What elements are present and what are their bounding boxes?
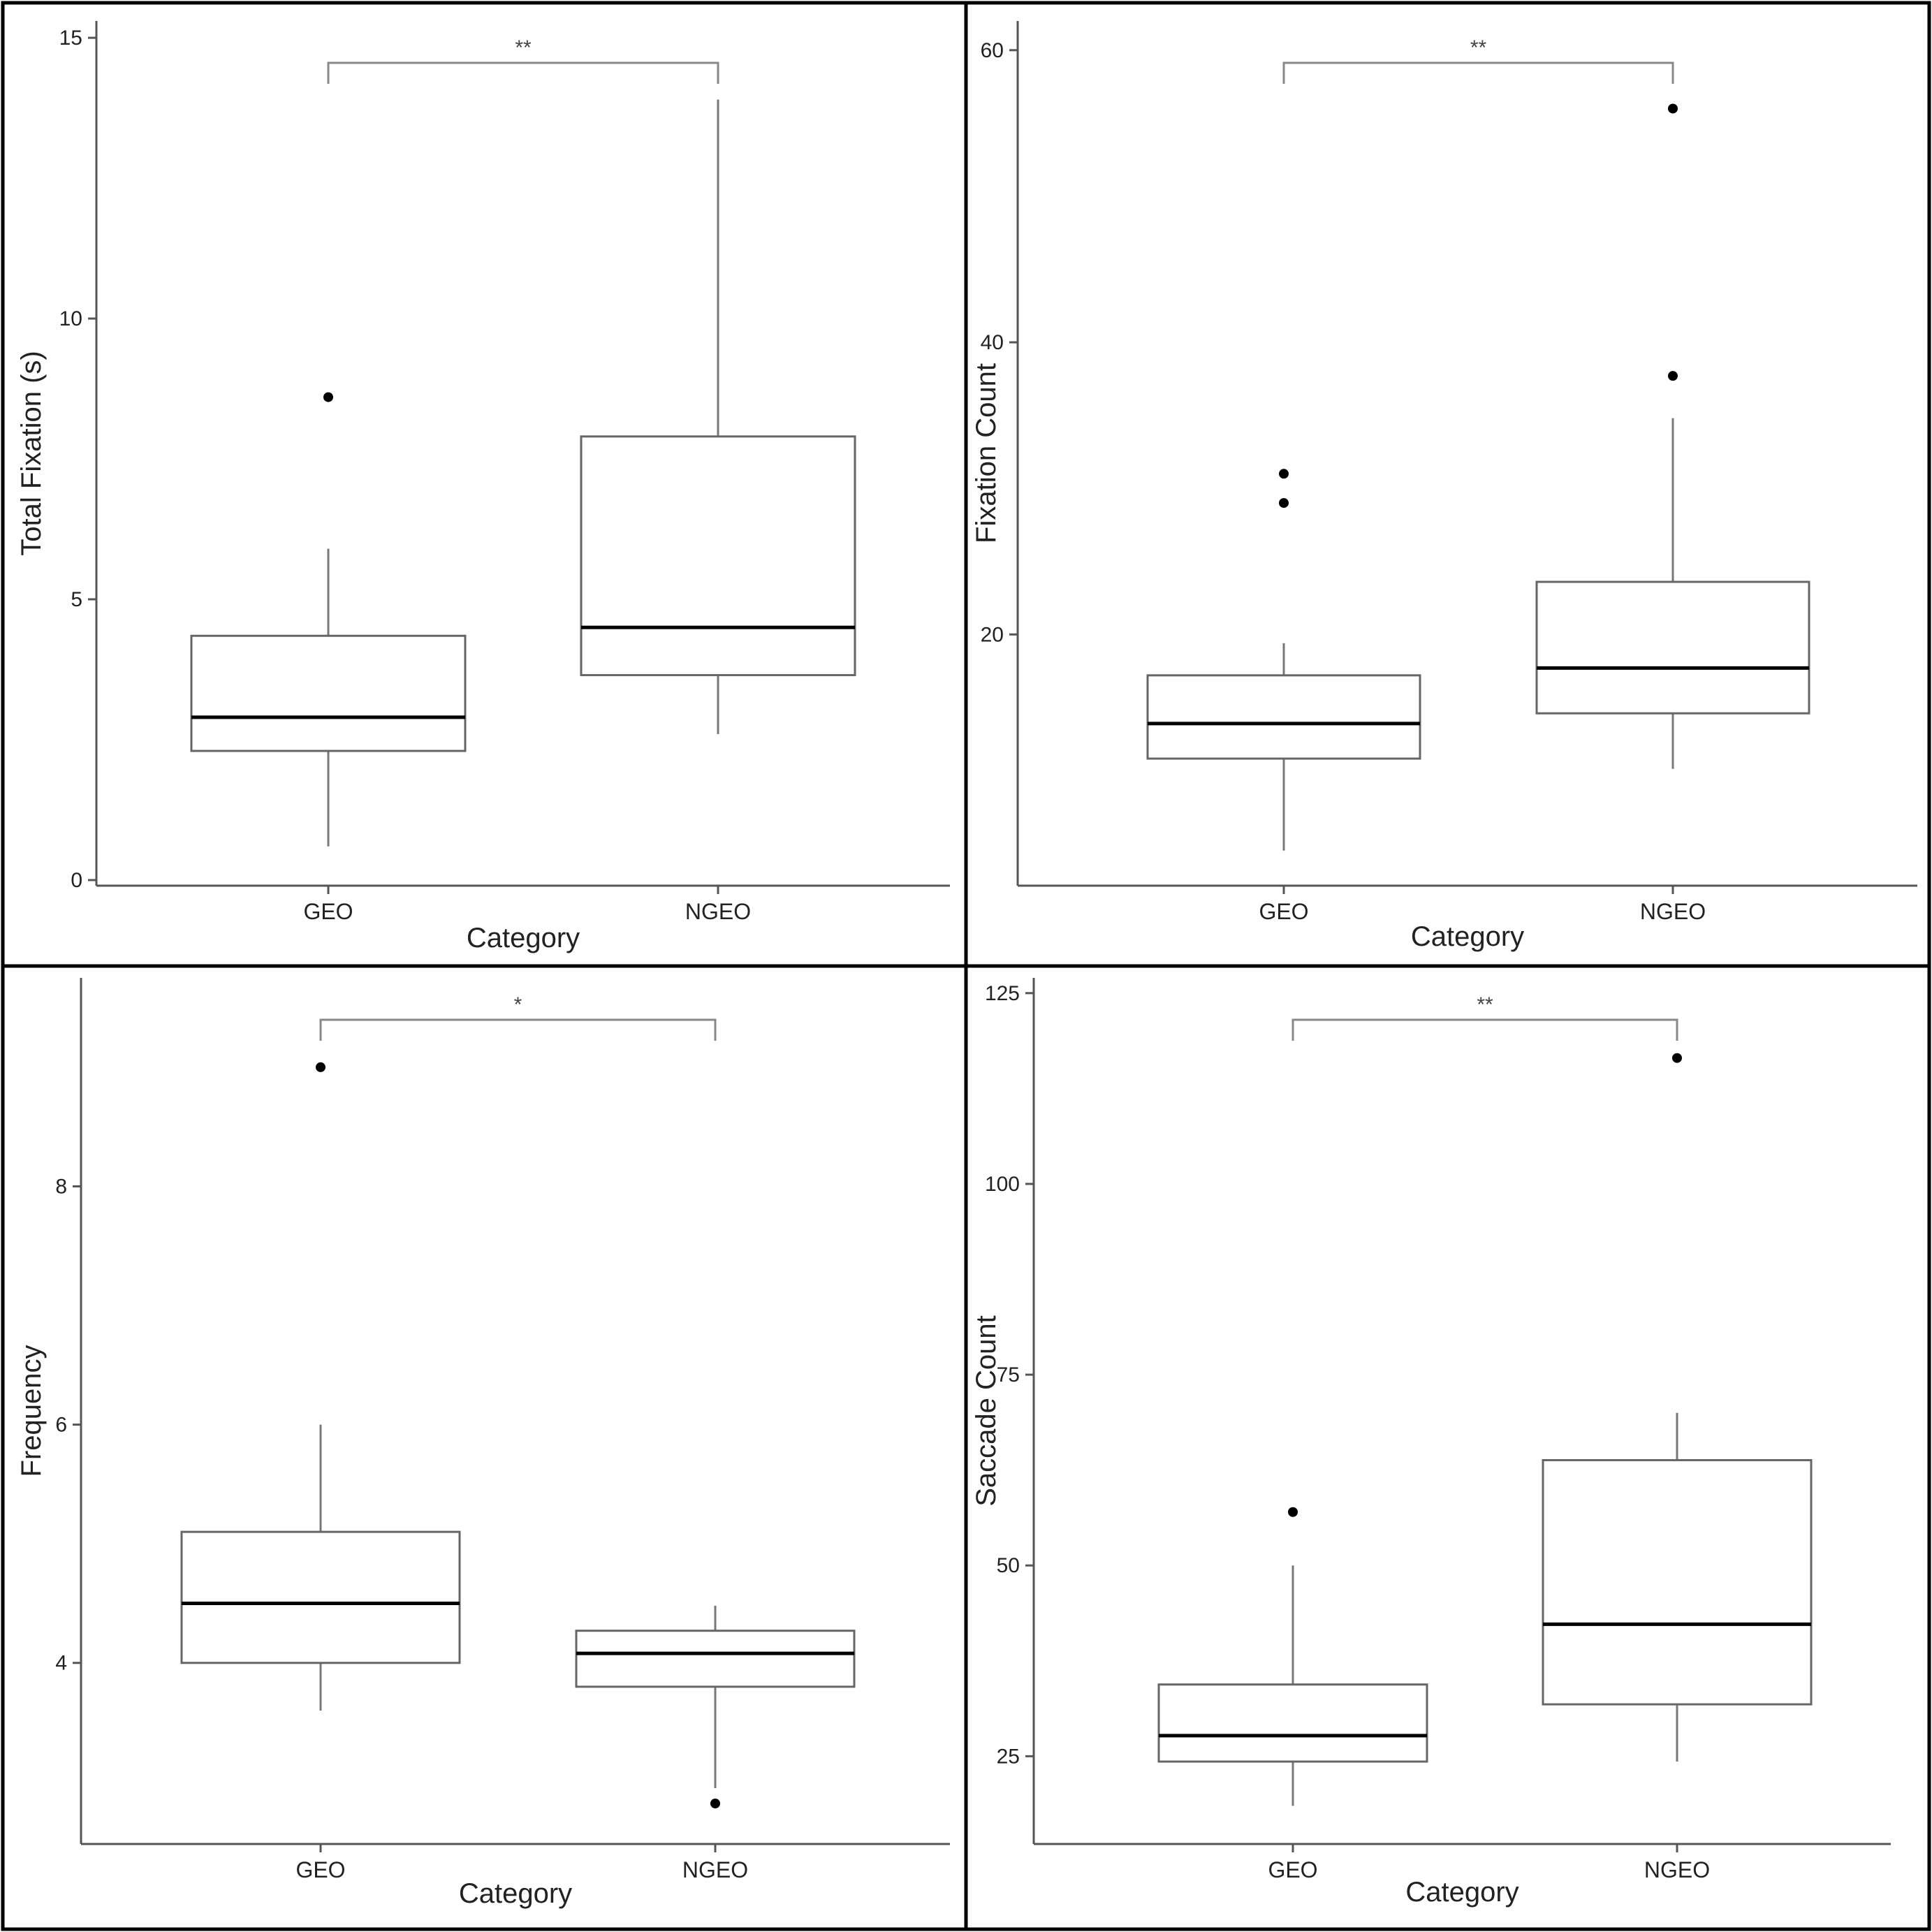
outlier-point [1668,371,1678,381]
x-tick-label: NGEO [682,1857,748,1882]
y-tick-label: 20 [981,623,1004,646]
x-tick-label: GEO [1259,899,1308,924]
outlier-point [710,1799,720,1809]
outlier-point [1288,1507,1298,1517]
y-tick-label: 0 [71,869,82,892]
box-iqr [575,1630,856,1688]
x-tick-label: NGEO [1644,1857,1710,1882]
box-iqr [580,435,856,677]
box-geo [1157,1507,1428,1806]
box-iqr [190,634,467,752]
x-tick-label: NGEO [685,899,751,924]
outlier-point [1279,469,1289,479]
y-tick-label: 50 [997,1554,1020,1577]
y-axis-title: Total Fixation (s) [16,351,47,555]
x-tick-label: GEO [295,1857,345,1882]
panels: 0 5 10 15 GEO NGEO Category Total Fixation (s) *… [16,21,1917,1909]
significance-bracket [319,1018,717,1041]
panel-3: 4 6 8 GEO NGEO Category Frequency * [16,978,950,1909]
y-tick-label: 125 [985,982,1020,1005]
box-iqr [1146,674,1421,760]
significance-bracket [1282,61,1674,84]
box-iqr [180,1530,461,1664]
box-ngeo [575,1605,856,1809]
x-axis-title: Category [1405,1877,1518,1908]
panel-1: 0 5 10 15 GEO NGEO Category Total Fixation (s) *… [16,21,950,953]
x-axis-title: Category [1411,921,1524,952]
outlier-point [323,392,333,402]
box-geo [190,392,467,847]
y-tick-label: 60 [981,39,1004,62]
outlier-point [1279,498,1289,508]
panel-4: 25 50 75 100 125 GEO NGEO Category Saccade Count… [971,978,1891,1908]
box-iqr [1157,1683,1428,1763]
x-axis-title: Category [467,923,580,953]
panel-2: 20 40 60 GEO NGEO Category Fixation Count ** [971,21,1917,952]
box-iqr [1542,1458,1813,1706]
y-tick-label: 5 [71,588,82,611]
box-ngeo [580,99,856,734]
box-ngeo [1542,1053,1813,1762]
y-tick-label: 100 [985,1173,1020,1196]
y-tick-label: 4 [55,1652,67,1675]
significance-label: * [514,993,522,1016]
y-axis-title: Fixation Count [971,363,1002,543]
y-axis-title: Frequency [16,1345,47,1477]
y-tick-label: 10 [59,307,82,330]
significance-bracket [327,61,719,84]
box-ngeo [1535,103,1810,769]
y-axis-title: Saccade Count [971,1315,1002,1507]
outlier-point [316,1062,325,1072]
y-tick-label: 25 [997,1745,1020,1768]
outlier-point [1668,103,1678,114]
significance-label: ** [515,36,532,59]
x-tick-label: GEO [1268,1857,1317,1882]
y-tick-label: 75 [997,1363,1020,1386]
box-geo [1146,469,1421,851]
box-iqr [1535,580,1810,715]
box-geo [180,1062,461,1711]
significance-bracket [1291,1018,1678,1041]
y-tick-label: 40 [981,331,1004,354]
outlier-point [1672,1053,1682,1063]
x-tick-label: NGEO [1640,899,1706,924]
y-tick-label: 8 [55,1175,67,1198]
significance-label: ** [1477,993,1493,1016]
x-axis-title: Category [459,1878,572,1909]
y-tick-label: 15 [59,27,82,50]
significance-label: ** [1470,36,1487,59]
y-tick-label: 6 [55,1414,67,1437]
x-tick-label: GEO [303,899,353,924]
